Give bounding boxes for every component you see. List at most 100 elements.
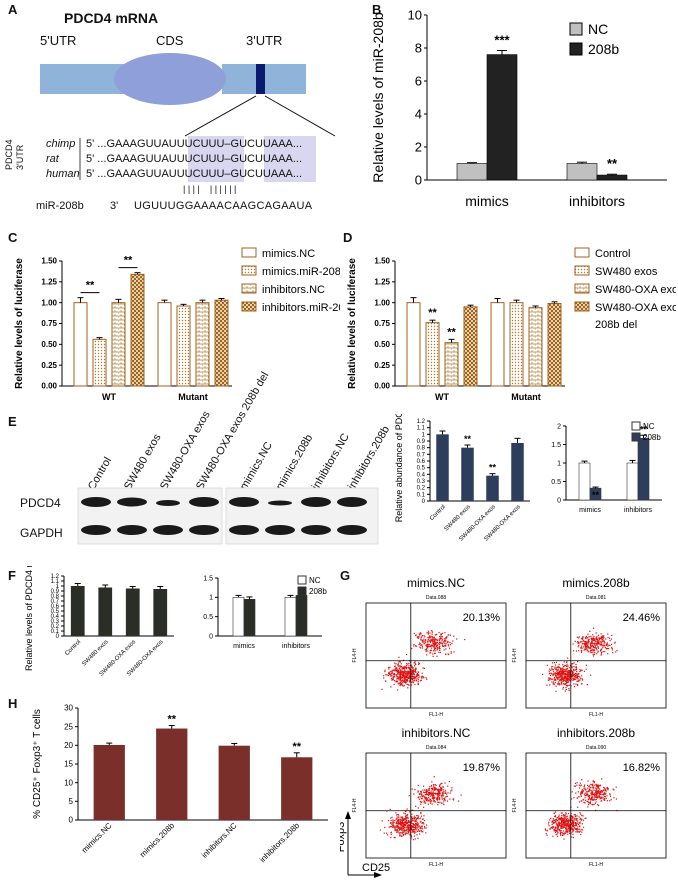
legend-swatch: [297, 586, 307, 596]
sequence-list: 5' ...GAAAGUUAUUUCUUU–GUCUUAAA... 5' ...…: [86, 138, 303, 180]
bar-NC: [456, 163, 488, 181]
bar-208b: [637, 437, 650, 501]
legend-swatch: [569, 42, 583, 56]
significance-mark: **: [167, 714, 176, 726]
bar-208b: [486, 54, 518, 181]
significance-mark: **: [447, 326, 456, 338]
significance-mark: **: [489, 463, 497, 473]
legend-swatch: [574, 301, 590, 312]
flow-plot-title: inhibitors.NC: [402, 726, 471, 740]
y-tick-label: 0.5: [203, 614, 213, 621]
zoom-line-left: [184, 95, 257, 137]
flow-percentage: 16.82%: [623, 762, 661, 774]
y-tick-label: 1: [56, 584, 60, 590]
flow-percentage: 20.13%: [463, 612, 501, 624]
significance-mark: **: [124, 255, 133, 267]
sequence-chimp: ...GAAAGUUAUUUCUUU–GUCUUAAA...: [97, 138, 303, 150]
legend-label: 208b: [588, 41, 619, 57]
flow-plot-frame: [525, 752, 667, 859]
bar-SW480-OXA exos 208b del: [547, 303, 562, 387]
y-tick-label: 0: [415, 172, 422, 187]
y-tick-label: 0: [557, 497, 561, 504]
y-tick-label: 1: [209, 595, 213, 602]
bar-Control: [490, 302, 505, 387]
y-tick-label: 6: [415, 73, 422, 88]
y-tick-label: 0.25: [374, 361, 390, 370]
legend-label: SW480-OXA exos: [595, 284, 676, 296]
bar-SW480-OXA exos 208b del: [463, 306, 478, 387]
y-tick-label: 8: [415, 40, 422, 55]
x-tick-label: inhibitors: [624, 507, 653, 514]
legend-label: inhibitors.NC: [262, 284, 325, 296]
y-tick-label: 0.7: [51, 599, 60, 605]
flow-plot-file: Data.081: [586, 595, 607, 601]
legend-label: Control: [595, 248, 630, 260]
bar-mimics.miR-208b: [92, 338, 107, 387]
legend-label: mimics.miR-208b: [262, 266, 340, 278]
y-tick-label: 0.9: [51, 589, 60, 595]
x-tick-label: mimics: [233, 643, 255, 650]
panel-label-h: H: [8, 696, 18, 711]
legend-swatch: [241, 283, 257, 294]
gene-label-vertical: PDCD4 3'UTR: [4, 139, 25, 170]
y-tick-label: 1.00: [41, 298, 57, 307]
y-tick-label: 25: [64, 722, 73, 731]
bar: [125, 588, 140, 636]
mirna-name: miR-208b: [36, 200, 84, 212]
utr5-label: 5'UTR: [40, 33, 77, 48]
band: [301, 497, 331, 507]
axis-arrowhead-x: [374, 872, 382, 878]
legend-swatch: [574, 283, 590, 294]
x-tick-label: mimics.NC: [80, 821, 114, 855]
legend-swatch: [241, 265, 257, 276]
y-tick-label: 1.50: [41, 257, 57, 266]
x-tick-label: inhibitors.208b: [258, 821, 302, 865]
band: [337, 497, 367, 507]
band: [268, 500, 292, 506]
x-tick-label: Control: [429, 504, 447, 522]
panel-label-d: D: [343, 230, 353, 245]
bar-NC: [566, 163, 598, 181]
band: [189, 525, 219, 535]
bar-inhibitors.miR-208b: [214, 299, 229, 387]
utr5-box: [40, 64, 124, 94]
zoom-line-right: [264, 95, 336, 137]
flow-x-channel: FL1-H: [429, 862, 443, 868]
flow-plot-frame: [365, 752, 507, 859]
bar-inhibitors.miR-208b: [130, 273, 145, 387]
panel-label-c: C: [8, 230, 18, 245]
y-tick-label: 1: [557, 460, 561, 467]
y-tick-label: 0.50: [374, 340, 390, 349]
band: [117, 525, 147, 535]
y-tick-label: 0.8: [417, 446, 426, 452]
chart-h-treg-cells: % CD25⁺ Foxp3⁺ T cells 0 5 10 15 20 25 30 mimics…: [32, 704, 328, 865]
bar: [156, 728, 188, 820]
legend-swatch: [241, 301, 257, 312]
seed-highlight-1: [188, 136, 244, 182]
mrna-schematic: [40, 53, 336, 182]
flow-percentage: 19.87%: [463, 762, 501, 774]
bar-SW480-OXA exos: [528, 307, 543, 387]
bar: [281, 757, 313, 820]
bar-NC: [578, 462, 591, 501]
y-tick-label: 1: [422, 432, 426, 438]
y-tick-label: 1.1: [417, 426, 426, 432]
band: [337, 525, 367, 535]
y-tick-label: 10: [408, 7, 422, 22]
chart-f-pdcd4-mrna-mimics: 0 0.5 1 1.5 mimics inhibitors NC 208b: [203, 575, 327, 650]
flow-plot-file: Data.084: [426, 745, 447, 751]
y-tick-label: 30: [64, 704, 73, 713]
y-tick-label: 1.25: [41, 278, 57, 287]
y-tick-label: 0.5: [51, 609, 60, 615]
band: [156, 500, 180, 506]
legend-swatch: [241, 247, 257, 258]
bar-SW480 exos: [425, 322, 440, 387]
flow-y-channel: FL4-H: [512, 648, 518, 662]
band: [265, 525, 295, 535]
chart-b-mir208b-levels: Relative levels of miR-208b 0 2 4 6 8 10 mimics…: [370, 7, 667, 209]
band: [117, 497, 147, 507]
legend-label: inhibitors.miR-208b: [262, 302, 340, 314]
band: [81, 497, 111, 507]
panel-label-e: E: [8, 414, 17, 429]
